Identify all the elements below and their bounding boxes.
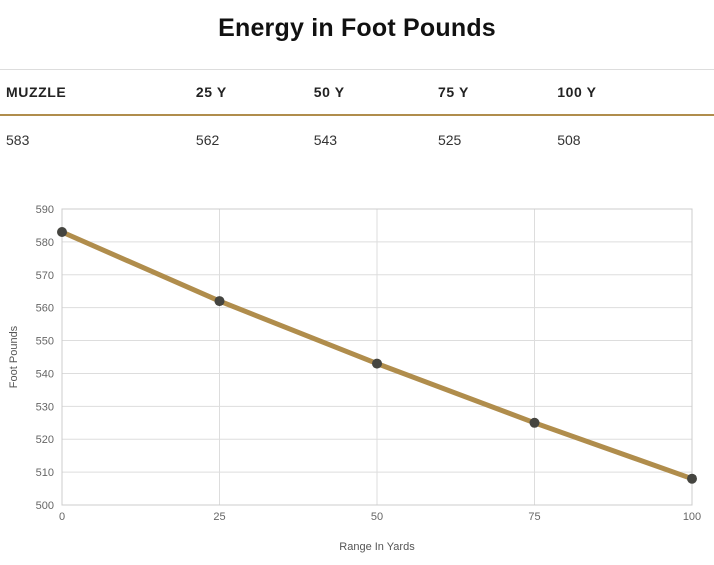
y-tick-label: 580 <box>36 237 54 249</box>
x-tick-label: 0 <box>59 511 65 523</box>
y-axis-label: Foot Pounds <box>8 325 20 388</box>
table-row: 583 562 543 525 508 <box>0 115 714 166</box>
value-50y: 543 <box>313 132 338 148</box>
col-header-25y: 25 Y <box>189 69 308 116</box>
col-header-100y: 100 Y <box>551 69 714 116</box>
y-tick-label: 570 <box>36 270 54 282</box>
y-tick-label: 550 <box>36 336 54 348</box>
col-header-50y: 50 Y <box>307 69 432 116</box>
energy-table: MUZZLE 25 Y 50 Y 75 Y 100 Y 583 562 543 … <box>0 69 714 166</box>
col-header-75y: 75 Y <box>431 69 552 116</box>
y-tick-label: 510 <box>36 467 54 479</box>
y-tick-label: 500 <box>36 500 54 512</box>
value-100y: 508 <box>557 132 581 148</box>
y-tick-label: 590 <box>36 204 54 216</box>
y-tick-label: 560 <box>36 303 54 315</box>
energy-line-chart-svg: 500 510 520 530 540 550 560 570 580 590 0 25 50 75 100… <box>8 204 701 553</box>
plot-border <box>61 208 693 506</box>
col-header-muzzle: MUZZLE <box>0 69 190 116</box>
value-75y: 525 <box>437 132 462 148</box>
x-tick-label: 75 <box>528 511 540 523</box>
x-axis-label: Range In Yards <box>339 541 415 553</box>
data-point <box>57 227 67 238</box>
x-tick-label: 25 <box>213 511 225 523</box>
value-muzzle: 583 <box>6 132 30 148</box>
x-tick-label: 50 <box>371 511 383 523</box>
x-tick-label: 100 <box>683 511 701 523</box>
table-header-row: MUZZLE 25 Y 50 Y 75 Y 100 Y <box>0 69 714 116</box>
y-tick-label: 520 <box>36 434 54 446</box>
value-25y: 562 <box>195 132 220 148</box>
y-tick-label: 540 <box>36 368 54 380</box>
data-point <box>214 296 225 307</box>
data-point <box>687 473 697 484</box>
data-point <box>529 417 540 428</box>
data-point <box>372 358 382 369</box>
y-tick-label: 530 <box>36 401 54 413</box>
energy-line-chart: 500 510 520 530 540 550 560 570 580 590 0 25 50 75 100… <box>0 192 714 565</box>
page-title: Energy in Foot Pounds <box>218 14 496 42</box>
